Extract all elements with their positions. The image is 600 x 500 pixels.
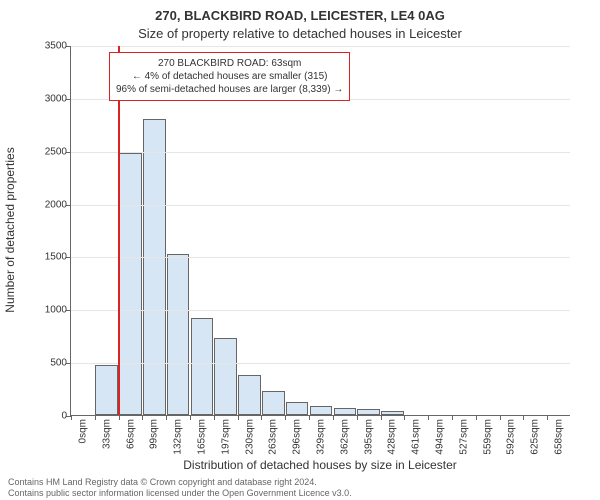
x-tick-mark xyxy=(309,415,310,420)
histogram-bar xyxy=(143,119,166,415)
x-tick-mark xyxy=(357,415,358,420)
x-tick-label: 527sqm xyxy=(458,419,469,455)
x-tick-label: 66sqm xyxy=(125,419,136,449)
y-tick-label: 0 xyxy=(61,411,67,422)
x-tick-mark xyxy=(523,415,524,420)
histogram-bar xyxy=(119,153,142,415)
x-tick-label: 625sqm xyxy=(530,419,541,455)
x-tick-mark xyxy=(95,415,96,420)
annotation-box: 270 BLACKBIRD ROAD: 63sqm← 4% of detache… xyxy=(109,52,350,101)
x-tick-label: 329sqm xyxy=(316,419,327,455)
histogram-bar xyxy=(238,375,261,415)
x-tick-label: 197sqm xyxy=(220,419,231,455)
y-axis-label: Number of detached properties xyxy=(3,147,17,312)
x-tick-mark xyxy=(190,415,191,420)
y-tick-label: 1000 xyxy=(45,305,67,316)
x-tick-mark xyxy=(285,415,286,420)
x-tick-label: 296sqm xyxy=(292,419,303,455)
x-tick-mark xyxy=(166,415,167,420)
x-tick-label: 461sqm xyxy=(411,419,422,455)
x-tick-mark xyxy=(71,415,72,420)
x-tick-label: 33sqm xyxy=(101,419,112,449)
x-tick-mark xyxy=(428,415,429,420)
x-tick-mark xyxy=(119,415,120,420)
property-marker-line xyxy=(118,46,120,415)
x-tick-label: 230sqm xyxy=(244,419,255,455)
x-tick-label: 559sqm xyxy=(482,419,493,455)
footer-line-1: Contains HM Land Registry data © Crown c… xyxy=(8,477,352,487)
chart-container: 270, BLACKBIRD ROAD, LEICESTER, LE4 0AG … xyxy=(0,0,600,500)
x-axis-label: Distribution of detached houses by size … xyxy=(70,458,570,472)
x-tick-label: 263sqm xyxy=(268,419,279,455)
x-tick-mark xyxy=(381,415,382,420)
histogram-bar xyxy=(95,365,118,415)
plot-area: 05001000150020002500300035000sqm33sqm66s… xyxy=(70,46,570,416)
y-tick-label: 3500 xyxy=(45,41,67,52)
x-tick-label: 428sqm xyxy=(387,419,398,455)
chart-title-sub: Size of property relative to detached ho… xyxy=(0,26,600,41)
histogram-bar xyxy=(167,254,190,415)
annotation-line: 96% of semi-detached houses are larger (… xyxy=(116,83,343,96)
x-tick-mark xyxy=(214,415,215,420)
x-tick-mark xyxy=(452,415,453,420)
x-tick-mark xyxy=(333,415,334,420)
annotation-line: 270 BLACKBIRD ROAD: 63sqm xyxy=(116,57,343,70)
x-tick-label: 395sqm xyxy=(363,419,374,455)
x-tick-label: 132sqm xyxy=(173,419,184,455)
x-tick-mark xyxy=(476,415,477,420)
x-tick-label: 0sqm xyxy=(77,419,88,443)
x-tick-label: 99sqm xyxy=(149,419,160,449)
y-tick-label: 2500 xyxy=(45,146,67,157)
x-tick-mark xyxy=(261,415,262,420)
y-tick-label: 500 xyxy=(50,358,67,369)
histogram-bar xyxy=(286,402,309,415)
y-tick-label: 1500 xyxy=(45,252,67,263)
histogram-bar xyxy=(357,409,380,415)
x-tick-label: 362sqm xyxy=(339,419,350,455)
histogram-bar xyxy=(381,411,404,415)
x-tick-label: 494sqm xyxy=(435,419,446,455)
x-tick-label: 165sqm xyxy=(196,419,207,455)
annotation-line: ← 4% of detached houses are smaller (315… xyxy=(116,70,343,83)
y-tick-label: 3000 xyxy=(45,93,67,104)
x-tick-label: 658sqm xyxy=(554,419,565,455)
bars-layer xyxy=(71,46,570,415)
histogram-bar xyxy=(191,318,214,415)
histogram-bar xyxy=(334,408,357,415)
histogram-bar xyxy=(310,406,333,416)
chart-title-main: 270, BLACKBIRD ROAD, LEICESTER, LE4 0AG xyxy=(0,8,600,23)
x-tick-mark xyxy=(142,415,143,420)
x-tick-label: 592sqm xyxy=(506,419,517,455)
x-tick-mark xyxy=(404,415,405,420)
histogram-bar xyxy=(214,338,237,415)
x-tick-mark xyxy=(238,415,239,420)
histogram-bar xyxy=(262,391,285,415)
y-tick-label: 2000 xyxy=(45,199,67,210)
x-tick-mark xyxy=(500,415,501,420)
footer-line-2: Contains public sector information licen… xyxy=(8,488,352,498)
chart-footer: Contains HM Land Registry data © Crown c… xyxy=(8,477,352,498)
x-tick-mark xyxy=(547,415,548,420)
